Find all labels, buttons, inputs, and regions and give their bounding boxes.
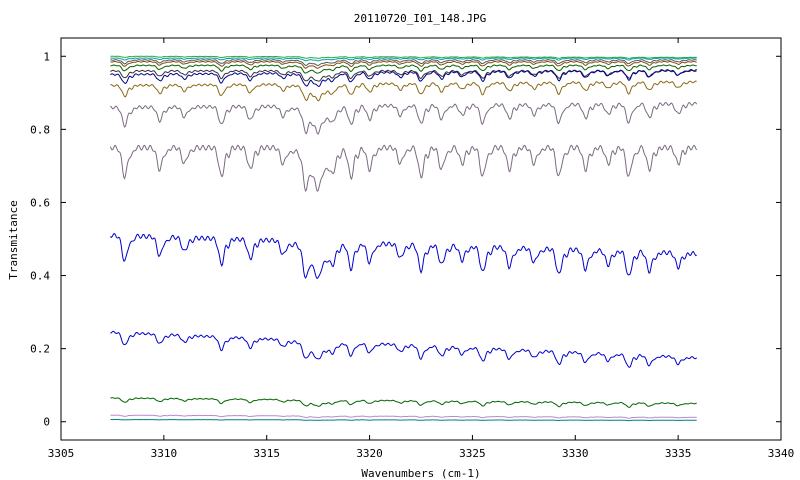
series-line (110, 418, 697, 422)
series-line (110, 80, 697, 102)
series-line (110, 69, 697, 82)
series-line (110, 233, 697, 280)
x-tick-label: 3320 (356, 447, 383, 460)
series-line (110, 59, 697, 67)
series-line (110, 55, 697, 59)
y-tick-label: 0 (43, 416, 50, 429)
x-tick-label: 3315 (253, 447, 280, 460)
y-axis-label: Transmitance (7, 200, 20, 279)
series-line (109, 144, 698, 193)
x-axis: 3305 3310 3315 3320 3325 3330 3335 3340 (48, 38, 795, 460)
y-tick-label: 0.4 (30, 270, 50, 283)
chart-title: 20110720_I01_148.JPG (354, 12, 486, 25)
series-line (110, 60, 697, 69)
x-tick-label: 3335 (665, 447, 692, 460)
y-tick-label: 0.8 (30, 123, 50, 136)
y-axis: 0 0.2 0.4 0.6 0.8 1 (30, 50, 781, 429)
x-tick-label: 3310 (151, 447, 178, 460)
x-tick-label: 3325 (459, 447, 486, 460)
y-tick-label: 0.2 (30, 343, 50, 356)
series-line (110, 101, 698, 135)
series-line (110, 414, 697, 419)
plot-frame (60, 37, 782, 441)
series-line (110, 397, 697, 408)
series-line (110, 68, 697, 87)
series-line (110, 57, 697, 62)
x-tick-label: 3340 (768, 447, 795, 460)
x-tick-label: 3330 (562, 447, 589, 460)
y-tick-label: 0.6 (30, 196, 50, 209)
series-layer (109, 55, 698, 422)
series-line (110, 64, 697, 74)
x-tick-label: 3305 (48, 447, 75, 460)
y-tick-label: 1 (43, 50, 50, 63)
series-line (110, 330, 698, 368)
x-axis-label: Wavenumbers (cm-1) (361, 467, 480, 480)
